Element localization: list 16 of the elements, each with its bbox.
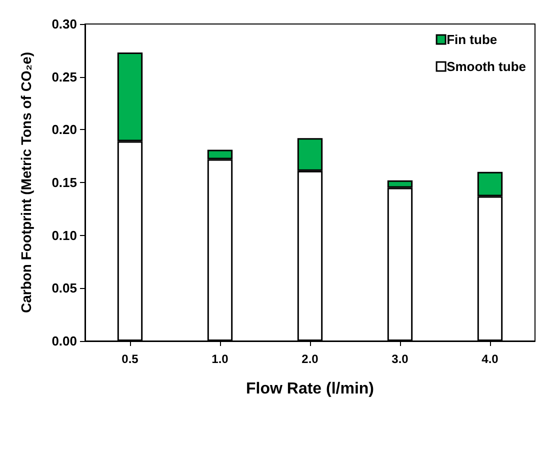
y-tick-label: 0.25: [52, 69, 77, 84]
y-tick-label: 0.30: [52, 16, 77, 32]
y-tick-label: 0.15: [52, 175, 77, 190]
x-tick-label: 0.5: [122, 352, 139, 366]
x-axis-title: Flow Rate (l/min): [246, 380, 374, 398]
legend-label: Smooth tube: [446, 59, 526, 74]
y-tick-label: 0.05: [52, 280, 77, 296]
y-tick-label: 0.10: [52, 228, 77, 243]
x-tick-label: 3.0: [392, 352, 409, 366]
x-tick-label: 1.0: [212, 352, 229, 366]
x-tick-label: 4.0: [482, 352, 499, 366]
y-axis-title: Carbon Footprint (Metric Tons of CO₂e): [18, 52, 34, 314]
y-tick-label: 0.20: [52, 122, 77, 138]
legend-label: Fin tube: [446, 32, 498, 47]
y-tick-label: 0.00: [52, 334, 77, 348]
x-tick-label: 2.0: [302, 352, 319, 366]
